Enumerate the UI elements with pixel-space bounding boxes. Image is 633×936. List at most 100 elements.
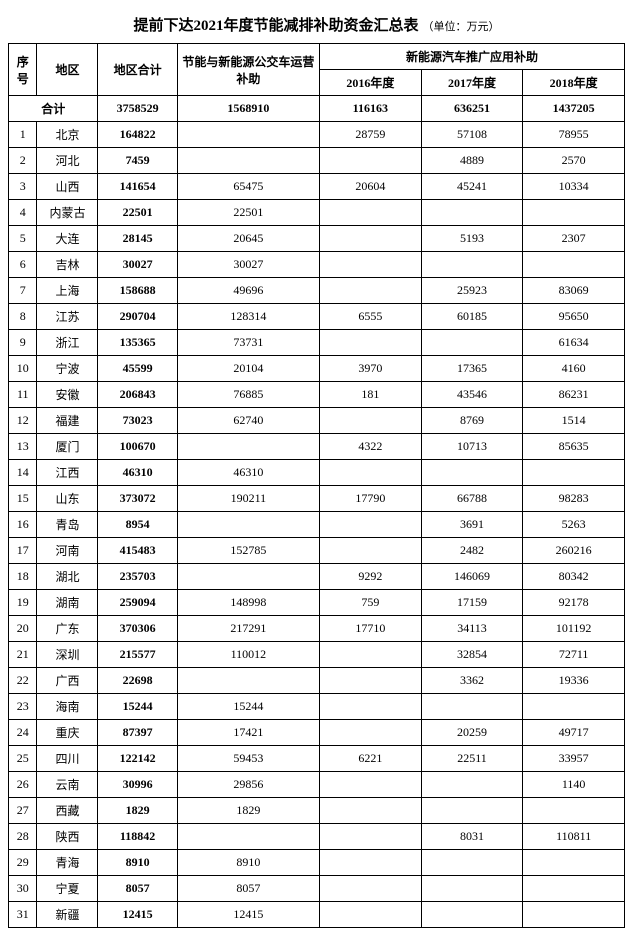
cell-y2017 [421,252,523,278]
cell-y2017: 17159 [421,590,523,616]
header-row-1: 序号 地区 地区合计 节能与新能源公交车运营补助 新能源汽车推广应用补助 [9,44,625,70]
cell-y2017 [421,876,523,902]
cell-bus: 20104 [177,356,319,382]
cell-bus: 22501 [177,200,319,226]
cell-bus: 12415 [177,902,319,928]
cell-total: 100670 [98,434,177,460]
cell-seq: 24 [9,720,37,746]
cell-y2018: 85635 [523,434,625,460]
cell-bus [177,564,319,590]
cell-y2017 [421,200,523,226]
cell-seq: 23 [9,694,37,720]
cell-bus: 59453 [177,746,319,772]
cell-y2017: 4889 [421,148,523,174]
table-row: 3山西14165465475206044524110334 [9,174,625,200]
cell-region: 新疆 [37,902,98,928]
cell-bus [177,122,319,148]
cell-bus: 62740 [177,408,319,434]
cell-seq: 1 [9,122,37,148]
cell-region: 宁夏 [37,876,98,902]
cell-y2016: 6555 [320,304,422,330]
cell-y2018: 95650 [523,304,625,330]
cell-y2017: 3362 [421,668,523,694]
table-row: 1北京164822287595710878955 [9,122,625,148]
totals-2017: 636251 [421,96,523,122]
cell-bus: 30027 [177,252,319,278]
cell-y2016 [320,330,422,356]
cell-y2018: 4160 [523,356,625,382]
cell-y2017: 57108 [421,122,523,148]
cell-region: 云南 [37,772,98,798]
cell-total: 122142 [98,746,177,772]
cell-total: 158688 [98,278,177,304]
cell-y2018: 2570 [523,148,625,174]
cell-region: 湖北 [37,564,98,590]
cell-total: 215577 [98,642,177,668]
cell-y2016 [320,278,422,304]
cell-total: 135365 [98,330,177,356]
cell-total: 235703 [98,564,177,590]
cell-y2016 [320,720,422,746]
table-row: 8江苏29070412831465556018595650 [9,304,625,330]
cell-region: 青岛 [37,512,98,538]
cell-y2017: 32854 [421,642,523,668]
table-row: 2河北745948892570 [9,148,625,174]
cell-total: 30027 [98,252,177,278]
table-row: 13厦门10067043221071385635 [9,434,625,460]
cell-y2018 [523,850,625,876]
cell-region: 江西 [37,460,98,486]
cell-y2016 [320,460,422,486]
totals-2018: 1437205 [523,96,625,122]
cell-y2017: 25923 [421,278,523,304]
cell-seq: 21 [9,642,37,668]
cell-y2016: 759 [320,590,422,616]
cell-y2018: 92178 [523,590,625,616]
cell-y2016: 6221 [320,746,422,772]
totals-label: 合计 [9,96,98,122]
table-row: 24重庆87397174212025949717 [9,720,625,746]
cell-total: 259094 [98,590,177,616]
cell-total: 87397 [98,720,177,746]
cell-seq: 3 [9,174,37,200]
cell-y2016 [320,902,422,928]
cell-seq: 5 [9,226,37,252]
cell-y2018: 10334 [523,174,625,200]
cell-y2016 [320,226,422,252]
cell-seq: 31 [9,902,37,928]
cell-total: 8954 [98,512,177,538]
cell-region: 安徽 [37,382,98,408]
cell-seq: 14 [9,460,37,486]
cell-bus: 29856 [177,772,319,798]
cell-y2017 [421,460,523,486]
cell-y2018: 1140 [523,772,625,798]
cell-region: 陕西 [37,824,98,850]
table-row: 28陕西1188428031110811 [9,824,625,850]
cell-y2017: 8769 [421,408,523,434]
cell-region: 山东 [37,486,98,512]
cell-region: 江苏 [37,304,98,330]
table-row: 22广西22698336219336 [9,668,625,694]
cell-y2016 [320,824,422,850]
cell-bus: 20645 [177,226,319,252]
cell-bus: 65475 [177,174,319,200]
totals-row: 合计 3758529 1568910 116163 636251 1437205 [9,96,625,122]
cell-seq: 11 [9,382,37,408]
cell-seq: 13 [9,434,37,460]
cell-y2017: 34113 [421,616,523,642]
header-region: 地区 [37,44,98,96]
cell-total: 28145 [98,226,177,252]
cell-y2017: 20259 [421,720,523,746]
cell-seq: 4 [9,200,37,226]
cell-y2017 [421,798,523,824]
cell-total: 30996 [98,772,177,798]
header-nev-group: 新能源汽车推广应用补助 [320,44,625,70]
cell-y2018 [523,200,625,226]
cell-y2018 [523,902,625,928]
cell-region: 福建 [37,408,98,434]
cell-bus [177,434,319,460]
cell-y2018: 61634 [523,330,625,356]
cell-region: 山西 [37,174,98,200]
table-row: 7上海158688496962592383069 [9,278,625,304]
table-row: 16青岛895436915263 [9,512,625,538]
cell-y2018 [523,876,625,902]
